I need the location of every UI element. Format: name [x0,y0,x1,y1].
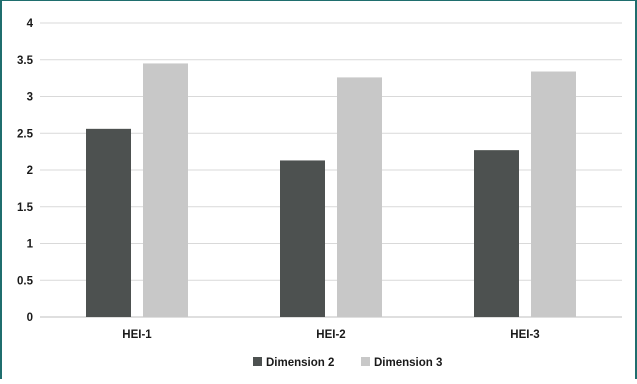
y-axis-ticks: 0 0.5 1 1.5 2 2.5 3 3.5 4 [17,18,34,324]
y-tick-label: 0 [27,312,33,324]
legend-swatch-dimension-2 [253,357,262,366]
bar-dimension-2-hei-1 [86,128,131,317]
y-tick-label: 1.5 [17,202,34,214]
bar-dimension-2-hei-2 [280,160,325,317]
x-category-label: HEI-3 [510,329,539,341]
bar-dimension-3-hei-1 [143,63,188,317]
x-category-label: HEI-1 [122,329,152,341]
y-tick-label: 2 [27,165,33,177]
legend: Dimension 2 Dimension 3 [253,357,442,369]
legend-label: Dimension 2 [266,357,334,369]
gridlines [40,22,622,318]
bar-dimension-3-hei-2 [337,77,382,317]
y-tick-label: 2.5 [17,128,34,140]
bar-dimension-3-hei-3 [531,71,576,317]
y-tick-label: 4 [27,18,34,30]
y-tick-label: 0.5 [17,275,34,287]
x-category-label: HEI-2 [316,329,345,341]
x-axis: HEI-1 HEI-2 HEI-3 [122,329,539,341]
y-tick-label: 1 [27,239,34,251]
bar-dimension-2-hei-3 [474,150,519,317]
legend-label: Dimension 3 [374,357,442,369]
legend-swatch-dimension-3 [361,357,370,366]
y-tick-label: 3.5 [17,55,34,67]
bar-chart: 0 0.5 1 1.5 2 2.5 3 3.5 4 HEI-1 HEI-2 HEI-3 Dimens… [17,18,622,369]
bars [86,63,576,317]
y-tick-label: 3 [27,92,33,104]
